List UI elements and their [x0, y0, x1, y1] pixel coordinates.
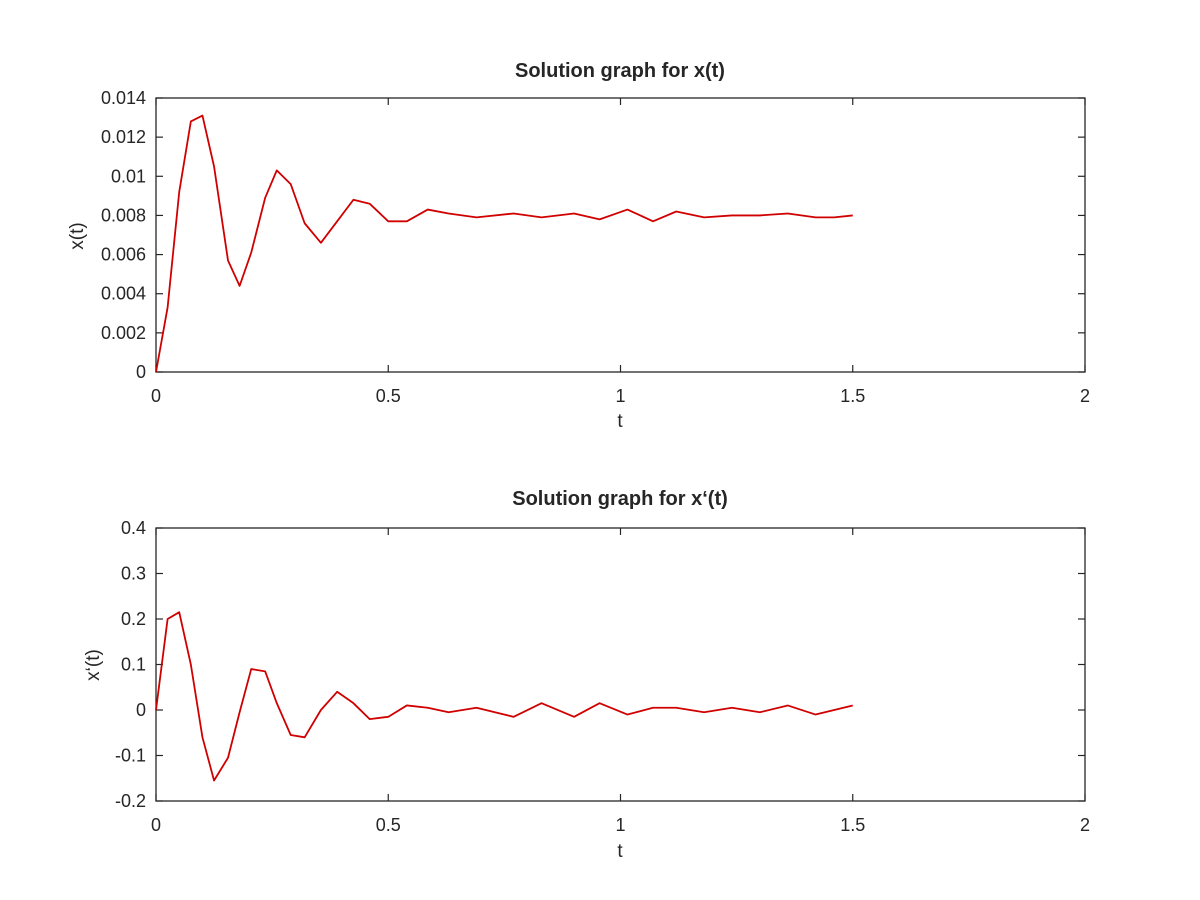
y-tick-label: 0.008	[101, 205, 146, 225]
x-tick-label: 1	[615, 386, 625, 406]
y-tick-label: -0.1	[115, 746, 146, 766]
x-tick-label: 2	[1080, 815, 1090, 835]
y-tick-label: 0.01	[111, 166, 146, 186]
y-tick-label: 0.014	[101, 88, 146, 108]
chart-x: Solution graph for x(t) t x(t) 0 0.5 1 1.5 2…	[67, 60, 1090, 432]
y-tick-label: 0.3	[121, 564, 146, 584]
y-tick-label: 0.002	[101, 323, 146, 343]
chart-title: Solution graph for x(t)	[515, 60, 725, 82]
y-tick-label: 0.1	[121, 655, 146, 675]
y-tick-label: 0.004	[101, 284, 146, 304]
y-axis-label: x(t)	[67, 222, 88, 249]
x-tick-label: 0	[151, 815, 161, 835]
chart-title: Solution graph for x‘(t)	[512, 488, 728, 510]
x-tick-label: 1	[615, 815, 625, 835]
y-tick-label: 0	[136, 700, 146, 720]
y-tick-label: 0.006	[101, 245, 146, 265]
x-tick-label: 0	[151, 386, 161, 406]
x-tick-label: 1.5	[840, 386, 865, 406]
plot-frame	[155, 97, 1086, 373]
series-line	[155, 611, 853, 782]
y-tick-label: -0.2	[115, 791, 146, 811]
x-axis-label: t	[617, 841, 623, 862]
y-tick-label: 0.012	[101, 127, 146, 147]
chart-x-prime: Solution graph for x‘(t) t x‘(t) 0 0.5 1 1.…	[83, 488, 1090, 862]
y-axis-label: x‘(t)	[83, 649, 104, 681]
y-tick-label: 0	[136, 362, 146, 382]
x-tick-label: 2	[1080, 386, 1090, 406]
y-tick-label: 0.4	[121, 518, 146, 538]
x-tick-label: 0.5	[376, 815, 401, 835]
plot-frame	[155, 527, 1086, 802]
x-tick-label: 1.5	[840, 815, 865, 835]
series-line	[155, 114, 853, 373]
y-tick-label: 0.2	[121, 609, 146, 629]
x-axis-label: t	[617, 411, 623, 432]
x-tick-label: 0.5	[376, 386, 401, 406]
